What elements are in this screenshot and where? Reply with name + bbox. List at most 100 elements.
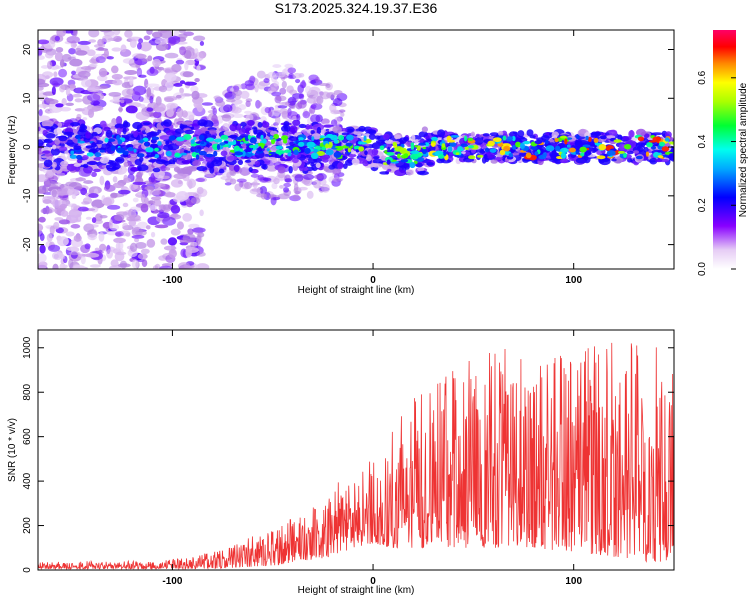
spectral-blob (129, 76, 134, 86)
spectral-blob (400, 159, 409, 163)
spectral-blob (80, 255, 86, 265)
spectral-blob (211, 114, 218, 123)
spectral-blob (149, 204, 157, 211)
spectral-blob (137, 221, 148, 229)
spectral-blob (68, 251, 81, 256)
spectral-blob (144, 128, 151, 134)
spectral-blob (192, 227, 206, 233)
spectral-blob (138, 38, 144, 44)
y-tick-label: 400 (22, 472, 33, 489)
spectral-blob (599, 135, 607, 140)
spectral-blob (525, 152, 532, 159)
spectral-blob (170, 204, 181, 214)
spectral-blob (623, 144, 632, 150)
spectral-blob (668, 141, 674, 145)
spectral-blob (245, 100, 251, 108)
spectral-blob (515, 141, 521, 148)
spectral-blob (114, 251, 125, 262)
spectral-blob (511, 135, 516, 142)
spectral-blob (61, 53, 72, 62)
spectral-blob (38, 115, 51, 122)
spectral-blob (658, 141, 666, 147)
spectral-blob (332, 177, 344, 183)
spectral-blob (160, 165, 167, 172)
spectral-blob (113, 237, 126, 244)
spectral-blob (62, 264, 68, 269)
spectral-blob (165, 150, 172, 157)
spectral-blob (91, 217, 97, 224)
spectral-blob (579, 146, 587, 153)
spectral-blob (576, 134, 580, 140)
spectral-blob (306, 190, 314, 199)
spectral-blob (332, 125, 342, 134)
spectral-blob (58, 146, 68, 152)
snr-series-line (38, 342, 674, 570)
spectral-blob (54, 217, 64, 221)
spectral-blob (554, 137, 559, 143)
spectral-blob (340, 112, 345, 117)
spectral-blob (225, 178, 234, 183)
spectral-blob (168, 135, 176, 141)
spectral-blob (43, 159, 53, 168)
spectral-blob (60, 160, 69, 167)
spectral-blob (162, 216, 176, 226)
spectral-blob (658, 152, 662, 156)
spectral-blob (139, 139, 145, 143)
spectral-blob (487, 140, 495, 146)
spectral-blob (292, 93, 304, 99)
spectral-blob (140, 104, 146, 109)
spectral-blob (45, 133, 56, 139)
spectral-blob (279, 184, 284, 189)
spectral-blob (310, 103, 323, 110)
spectral-blob (182, 160, 191, 165)
spectral-blob (414, 145, 418, 148)
spectral-blob (167, 237, 178, 246)
spectral-blob (413, 139, 420, 144)
spectral-blob (106, 56, 114, 60)
spectral-blob (243, 141, 250, 144)
spectral-blob (165, 103, 179, 109)
spectral-blob (188, 179, 193, 190)
spectral-blob (559, 135, 567, 139)
spectral-blob (90, 171, 97, 178)
spectral-blob (233, 145, 240, 151)
spectral-blob (109, 166, 119, 170)
spectral-blob (387, 168, 392, 172)
spectral-blob (640, 142, 646, 148)
spectral-blob (99, 149, 105, 153)
spectral-blob (655, 159, 663, 163)
spectral-blob (293, 149, 299, 156)
spectral-blob (560, 152, 567, 159)
spectral-blob (135, 53, 147, 59)
spectral-blob (394, 134, 402, 140)
spectral-blob (135, 229, 147, 236)
spectral-blob (75, 177, 87, 182)
spectral-blob (197, 188, 208, 197)
spectral-blob (289, 152, 301, 159)
spectral-blob (446, 135, 452, 142)
spectral-blob (652, 136, 662, 142)
spectral-blob (182, 233, 196, 243)
colorbar-label: Normalized spectral amplitude (738, 82, 749, 217)
spectral-blob (136, 191, 142, 196)
spectral-blob (99, 157, 110, 164)
spectral-blob (113, 35, 123, 42)
spectral-blob (192, 160, 201, 167)
spectral-blob (164, 52, 179, 59)
spectral-blob (85, 216, 92, 220)
spectral-blob (257, 82, 266, 90)
spectral-blob (99, 214, 108, 219)
spectral-blob (430, 136, 438, 142)
spectral-blob (158, 85, 168, 93)
spectral-blob (366, 154, 372, 162)
spectral-blob (635, 155, 643, 160)
spectral-blob (450, 134, 460, 138)
spectral-blob (134, 237, 140, 243)
spectral-blob (275, 115, 281, 125)
spectral-blob (268, 127, 278, 131)
spectral-blob (470, 131, 476, 138)
spectral-blob (296, 113, 301, 122)
spectral-blob (39, 233, 45, 241)
spectral-blob (59, 106, 72, 112)
spectral-blob (194, 148, 201, 153)
